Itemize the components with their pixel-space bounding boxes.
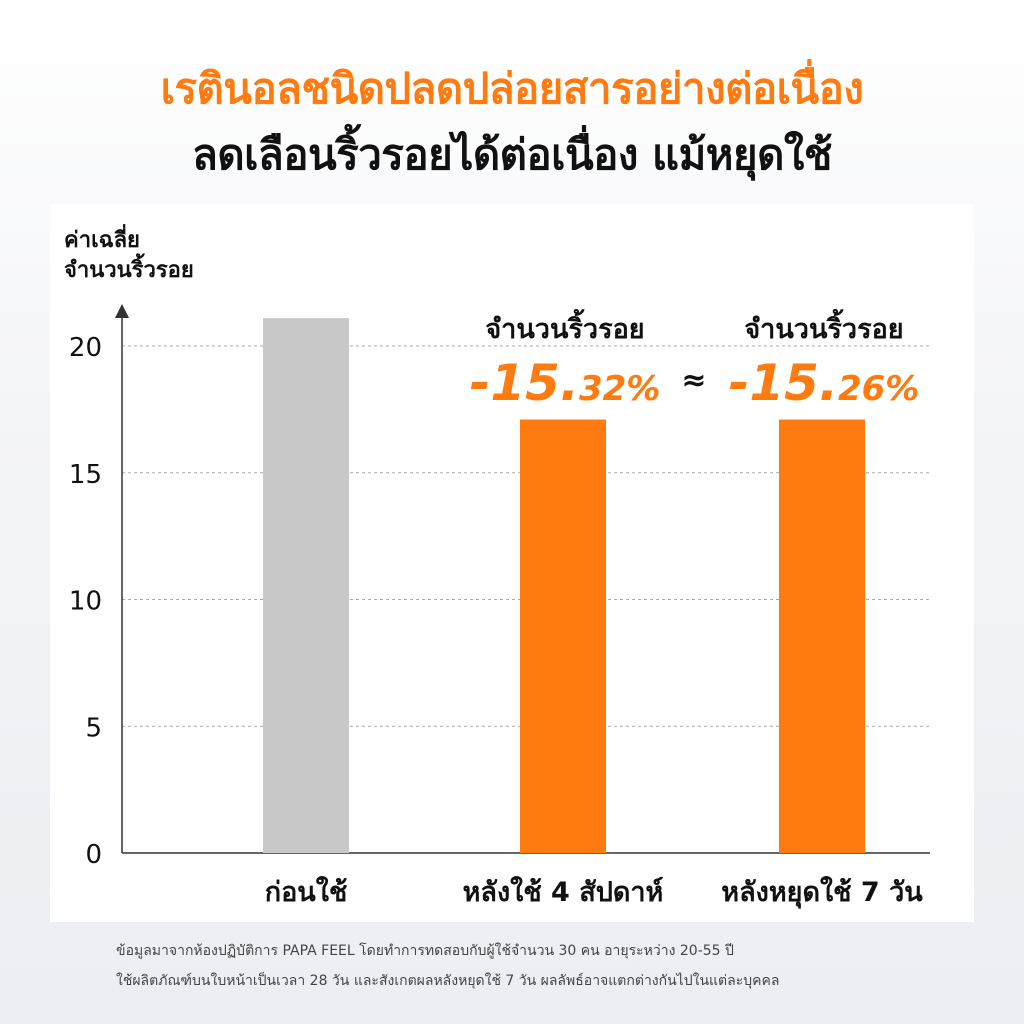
x-tick-label: หลังใช้ 4 สัปดาห์ [463,876,664,908]
y-tick-label: 5 [85,713,102,743]
annotation-label: จำนวนริ้วรอย [485,308,644,345]
chart-panel: ค่าเฉลี่ย จำนวนริ้วรอย 0 5 10 15 20 ก่อนใช้ หล… [50,204,974,922]
annotation-value-decimal: 32% [579,369,660,409]
y-axis-label-line2: จำนวนริ้วรอย [64,258,194,283]
annotation-value-decimal: 26% [838,369,919,409]
footnote: ข้อมูลมาจากห้องปฏิบัติการ PAPA FEEL โดยท… [116,936,976,996]
y-tick-label: 10 [69,587,102,617]
y-tick-label: 15 [69,460,102,490]
bar-1 [263,318,349,853]
y-tick-label: 0 [85,840,102,870]
y-tick-label: 20 [69,333,102,363]
x-tick-label: หลังหยุดใช้ 7 วัน [721,876,923,909]
annotation-value-main: -15. [470,354,579,412]
footnote-line1: ข้อมูลมาจากห้องปฏิบัติการ PAPA FEEL โดยท… [116,943,734,959]
annotation-value: -15.32% [470,354,661,412]
y-axis-label-line1: ค่าเฉลี่ย [64,228,140,253]
approx-symbol: ≈ [681,363,706,398]
annotation-value-main: -15. [729,354,838,412]
y-axis-label: ค่าเฉลี่ย จำนวนริ้วรอย [64,226,194,286]
y-axis-arrow-icon [115,304,129,318]
headline-subtitle: ลดเลือนริ้วรอยได้ต่อเนื่อง แม้หยุดใช้ [192,130,832,179]
bar-3 [779,419,865,853]
headline-title: เรตินอลชนิดปลดปล่อยสารอย่างต่อเนื่อง [160,64,864,113]
annotation-label: จำนวนริ้วรอย [744,308,903,345]
annotation-value: -15.26% [729,354,920,412]
bar-2 [520,419,606,853]
x-tick-label: ก่อนใช้ [265,876,348,908]
bar-chart: 0 5 10 15 20 ก่อนใช้ หลังใช้ 4 สัปดาห์ หลังหยุด… [69,304,930,909]
footnote-line2: ใช้ผลิตภัณฑ์บนใบหน้าเป็นเวลา 28 วัน และส… [116,973,780,989]
